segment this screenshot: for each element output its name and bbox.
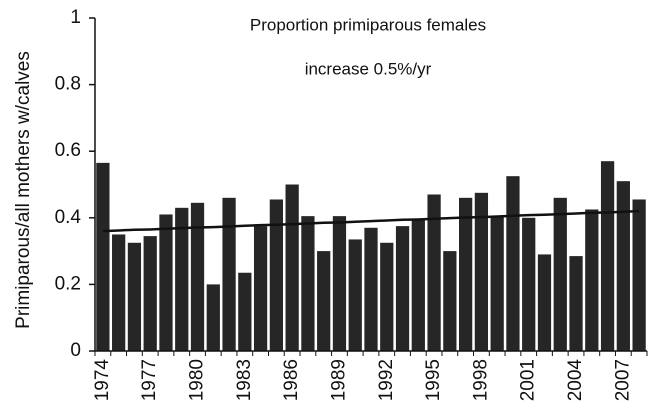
y-tick-label: 0.4 <box>55 207 82 228</box>
bar <box>112 234 126 351</box>
bar <box>143 236 157 351</box>
bar <box>96 162 110 351</box>
y-tick-label: 0 <box>70 340 81 361</box>
y-tick-label: 0.8 <box>55 74 81 95</box>
bar <box>301 216 315 351</box>
bar <box>190 202 205 351</box>
bar <box>443 251 457 351</box>
bar <box>317 251 331 351</box>
bar <box>206 284 220 351</box>
bar <box>427 194 441 351</box>
annotation: increase 0.5%/yr <box>305 59 432 78</box>
x-tick-label: 1995 <box>423 359 444 401</box>
bar <box>411 219 425 351</box>
annotation: Proportion primiparous females <box>250 15 486 34</box>
bar <box>175 207 189 351</box>
x-tick-label: 1980 <box>187 359 208 401</box>
x-tick-label: 1998 <box>470 359 491 401</box>
x-tick-label: 1989 <box>328 359 349 401</box>
y-tick-label: 0.2 <box>55 273 81 294</box>
bar <box>285 184 299 351</box>
bar <box>159 214 173 351</box>
x-tick-label: 1974 <box>92 359 113 402</box>
x-tick-label: 2007 <box>612 359 633 401</box>
y-axis-label: Primiparous/all mothers w/calves <box>13 51 34 329</box>
x-tick-label: 2004 <box>565 359 586 402</box>
bar <box>364 227 378 351</box>
bar <box>222 197 236 351</box>
bar <box>395 226 410 351</box>
bar <box>616 181 630 351</box>
bar <box>569 256 583 351</box>
y-tick-label: 0.6 <box>55 140 81 161</box>
bar <box>380 242 394 351</box>
x-tick-label: 1983 <box>234 359 255 401</box>
bar <box>553 197 567 351</box>
y-tick-label: 1 <box>70 7 81 28</box>
trend-line <box>102 209 640 233</box>
bar <box>600 161 615 351</box>
bar <box>332 216 347 351</box>
x-tick-label: 1986 <box>281 359 302 401</box>
x-tick-label: 1977 <box>139 359 160 401</box>
bar <box>506 176 520 351</box>
bar <box>253 226 268 351</box>
bar <box>459 197 473 351</box>
bar <box>269 199 283 351</box>
bar <box>585 209 599 351</box>
bar <box>522 217 536 351</box>
bar <box>127 242 142 351</box>
bar <box>238 272 252 351</box>
x-tick-label: 1992 <box>376 359 397 401</box>
bar <box>348 239 362 351</box>
x-tick-label: 2001 <box>518 359 539 401</box>
bar <box>537 254 552 351</box>
bar <box>632 199 646 351</box>
bar <box>474 192 489 351</box>
bar <box>490 216 504 351</box>
